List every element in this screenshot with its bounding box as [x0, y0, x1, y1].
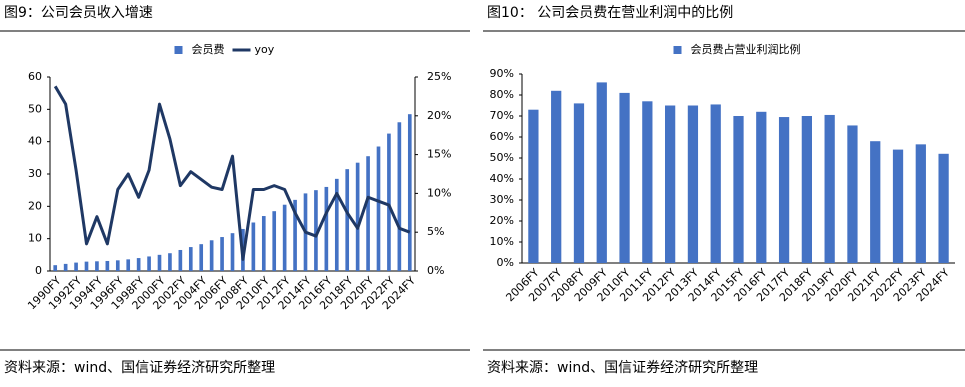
bar — [314, 190, 318, 271]
y-tick-label: 80% — [490, 88, 514, 101]
bar — [345, 169, 350, 271]
bar — [528, 109, 539, 263]
bar — [261, 216, 266, 271]
bar — [355, 162, 360, 271]
bar — [801, 116, 812, 263]
bar — [199, 244, 204, 271]
bar — [619, 92, 630, 264]
y2-tick-label: 20% — [427, 109, 451, 122]
y2-tick-label: 10% — [427, 186, 451, 199]
y-tick-label: 60% — [490, 130, 514, 143]
y2-tick-label: 5% — [427, 225, 444, 238]
legend-label: 会员费 — [192, 43, 225, 56]
bar — [324, 186, 329, 271]
y-tick-label: 60 — [28, 70, 42, 83]
y-tick-label: 0 — [35, 264, 42, 277]
y-tick-label: 20% — [490, 214, 514, 227]
bar — [366, 156, 370, 271]
bar — [84, 261, 89, 271]
bar — [376, 146, 381, 271]
bar — [53, 265, 58, 271]
bar — [157, 254, 162, 271]
bar — [293, 199, 297, 271]
bar — [63, 263, 68, 271]
chart-panel: 图10： 公司会员费在营业利润中的比例资料来源：wind、国信证券经济研究所整理… — [483, 5, 965, 376]
legend-swatch — [174, 46, 183, 54]
bar — [687, 105, 699, 263]
bar — [778, 117, 790, 263]
source: 资料来源：wind、国信证券经济研究所整理 — [4, 360, 275, 376]
bar — [95, 261, 99, 271]
y-tick-label: 0% — [497, 256, 514, 269]
bar — [642, 101, 653, 263]
bar — [733, 116, 744, 263]
bar — [710, 104, 721, 263]
bar — [105, 260, 110, 271]
legend-swatch — [673, 46, 682, 54]
bar — [168, 253, 172, 271]
y-tick-label: 90% — [490, 67, 514, 80]
bar — [209, 240, 214, 271]
y-tick-label: 20 — [28, 199, 42, 212]
source: 资料来源：wind、国信证券经济研究所整理 — [487, 360, 758, 376]
bar — [74, 262, 78, 271]
y-tick-label: 30% — [490, 193, 514, 206]
bar — [870, 141, 881, 263]
bar — [756, 111, 767, 263]
y-tick-label: 40% — [490, 172, 514, 185]
bar — [334, 178, 339, 271]
legend-label: 会员费占营业利润比例 — [691, 42, 801, 56]
bar — [230, 233, 235, 271]
bar — [573, 103, 585, 264]
bar — [596, 82, 607, 264]
bar — [824, 114, 835, 263]
y2-tick-label: 25% — [427, 70, 451, 83]
y-tick-label: 50% — [490, 151, 514, 164]
bar — [915, 144, 926, 263]
y2-tick-label: 0% — [427, 264, 444, 277]
bar — [847, 125, 858, 263]
y-tick-label: 70% — [490, 109, 514, 122]
bar — [115, 260, 120, 271]
y-tick-label: 50 — [28, 102, 42, 115]
y2-tick-label: 15% — [427, 148, 451, 161]
bar — [136, 258, 141, 271]
legend-label: yoy — [255, 43, 275, 56]
bar — [892, 149, 904, 263]
bar — [387, 133, 391, 271]
bar — [272, 211, 277, 271]
y-tick-label: 40 — [28, 135, 42, 148]
y-tick-label: 10 — [28, 232, 42, 245]
bar — [407, 114, 412, 271]
line — [53, 85, 411, 261]
y-tick-label: 30 — [28, 167, 42, 180]
bar — [188, 247, 193, 271]
chart-title: 图9：公司会员收入增速 — [4, 5, 153, 21]
bar — [397, 122, 402, 272]
bar — [251, 222, 256, 271]
bar — [665, 105, 676, 263]
y-tick-label: 10% — [490, 235, 514, 248]
bar — [220, 237, 224, 271]
bar — [551, 90, 562, 263]
chart-title: 图10： 公司会员费在营业利润中的比例 — [487, 5, 733, 21]
bar — [938, 153, 949, 263]
bar — [178, 249, 183, 271]
bar — [126, 259, 131, 271]
bar — [282, 204, 287, 271]
bar — [147, 256, 151, 271]
